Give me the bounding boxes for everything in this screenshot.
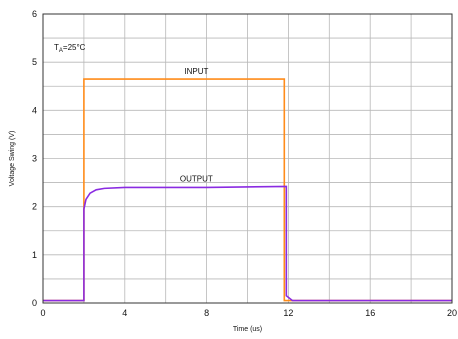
x-tick-label: 0 <box>40 308 45 318</box>
x-axis-label: Time (us) <box>233 326 262 333</box>
series-label-input: INPUT <box>184 67 208 76</box>
series-lines <box>43 78 452 302</box>
plot-frame <box>42 13 453 304</box>
x-tick-label: 16 <box>365 308 375 318</box>
y-tick-label: 2 <box>32 202 37 212</box>
y-axis-label: Voltage Swing (V) <box>9 131 16 187</box>
y-tick-label: 3 <box>32 154 37 164</box>
y-tick-label: 4 <box>32 105 37 115</box>
condition-symbol: T <box>54 43 59 52</box>
y-tick-label: 0 <box>32 298 37 308</box>
series-labels: INPUT OUTPUT <box>180 67 213 183</box>
y-tick-label: 6 <box>32 9 37 19</box>
x-tick-label: 12 <box>283 308 293 318</box>
series-line-output <box>43 185 452 302</box>
condition-value: =25°C <box>63 43 86 52</box>
y-tick-label: 1 <box>32 250 37 260</box>
x-tick-label: 8 <box>204 308 209 318</box>
y-tick-label: 5 <box>32 57 37 67</box>
series-label-output: OUTPUT <box>180 174 213 183</box>
temperature-condition: TA=25°C <box>54 43 86 54</box>
x-tick-label: 20 <box>447 308 457 318</box>
grid <box>43 14 452 303</box>
x-tick-label: 4 <box>122 308 127 318</box>
condition-subscript: A <box>59 48 63 54</box>
